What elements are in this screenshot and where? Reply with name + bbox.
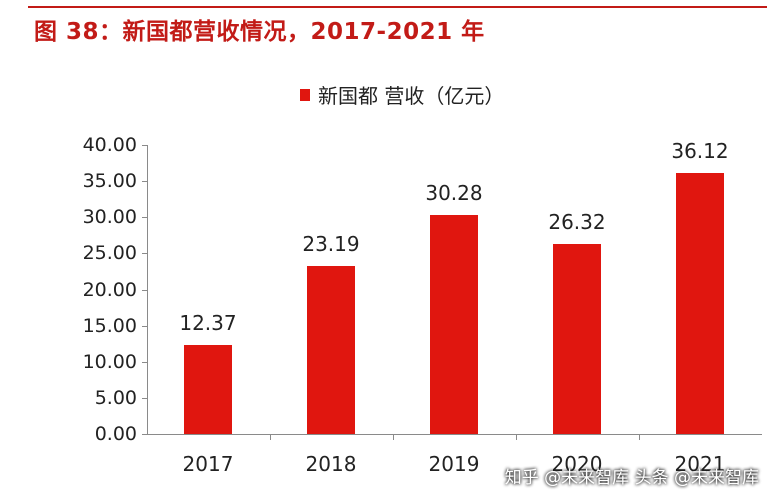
bar-2018: [307, 266, 355, 434]
y-tick-mark: [142, 253, 147, 255]
y-tick-label: 25.00: [82, 242, 137, 265]
y-tick-mark: [142, 361, 147, 363]
x-category-label: 2017: [182, 452, 234, 476]
y-tick-label: 35.00: [82, 170, 137, 193]
y-tick-mark: [142, 434, 147, 435]
x-axis-line: [147, 434, 762, 435]
x-tick-mark: [270, 434, 271, 440]
bar-2019: [430, 215, 478, 434]
bar-value-label: 12.37: [179, 310, 237, 335]
bar-value-label: 23.19: [302, 232, 360, 257]
bar-2021: [676, 173, 724, 434]
y-tick-mark: [142, 181, 147, 183]
x-category-label: 2019: [428, 452, 480, 476]
y-tick-label: 40.00: [82, 134, 137, 156]
y-tick-mark: [142, 325, 147, 327]
figure-title: 图 38：新国都营收情况，2017-2021 年: [34, 19, 485, 45]
legend-label: 新国都 营收（亿元）: [318, 84, 505, 108]
title-rule: [28, 6, 767, 8]
bar-2020: [553, 243, 601, 434]
y-tick-mark: [142, 217, 147, 219]
x-tick-mark: [393, 434, 394, 440]
x-category-label: 2018: [305, 452, 357, 476]
y-tick-mark: [142, 289, 147, 291]
y-tick-mark: [142, 397, 147, 399]
y-tick-label: 5.00: [94, 386, 137, 409]
chart-legend: 新国都 营收（亿元）: [300, 80, 504, 109]
legend-swatch: [300, 88, 310, 101]
y-tick-mark: [142, 145, 147, 146]
y-tick-label: 30.00: [82, 206, 137, 229]
y-tick-label: 20.00: [82, 278, 137, 301]
x-category-label: 2021: [674, 452, 726, 476]
bar-2017: [184, 344, 232, 434]
y-axis-line: [147, 145, 148, 434]
bar-value-label: 36.12: [671, 139, 729, 164]
x-category-label: 2020: [551, 452, 603, 476]
x-tick-mark: [639, 434, 640, 440]
x-tick-mark: [516, 434, 517, 440]
bar-value-label: 30.28: [425, 181, 483, 206]
y-tick-label: 15.00: [82, 314, 137, 337]
watermark-text: 知乎 @未来智库 头条 @未来智库: [504, 468, 759, 488]
bar-value-label: 26.32: [548, 209, 606, 234]
y-tick-label: 10.00: [82, 350, 137, 373]
y-tick-label: 0.00: [94, 423, 137, 445]
